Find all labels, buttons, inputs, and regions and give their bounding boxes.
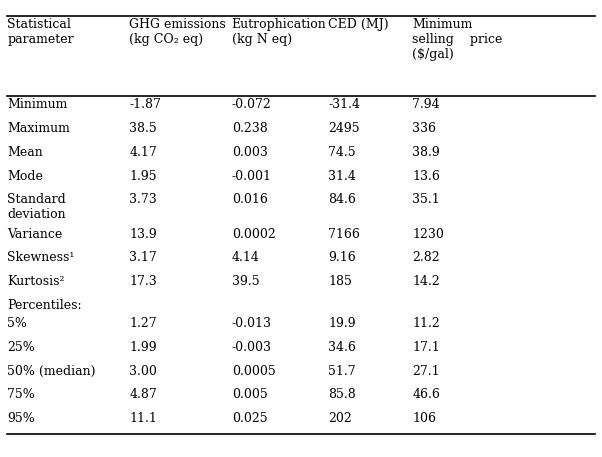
Text: 35.1: 35.1 xyxy=(412,193,440,206)
Text: 3.73: 3.73 xyxy=(129,193,157,206)
Text: 0.025: 0.025 xyxy=(232,412,267,425)
Text: 4.17: 4.17 xyxy=(129,146,157,159)
Text: -0.013: -0.013 xyxy=(232,317,272,330)
Text: Skewness¹: Skewness¹ xyxy=(7,251,75,264)
Text: 0.003: 0.003 xyxy=(232,146,268,159)
Text: 336: 336 xyxy=(412,122,436,135)
Text: 74.5: 74.5 xyxy=(328,146,356,159)
Text: 1.27: 1.27 xyxy=(129,317,157,330)
Text: Minimum: Minimum xyxy=(7,98,67,111)
Text: -0.003: -0.003 xyxy=(232,341,272,354)
Text: 46.6: 46.6 xyxy=(412,388,440,401)
Text: Mean: Mean xyxy=(7,146,43,159)
Text: Statistical
parameter: Statistical parameter xyxy=(7,18,74,46)
Text: 11.1: 11.1 xyxy=(129,412,157,425)
Text: 0.016: 0.016 xyxy=(232,193,268,206)
Text: -31.4: -31.4 xyxy=(328,98,360,111)
Text: 13.9: 13.9 xyxy=(129,228,157,240)
Text: 2.82: 2.82 xyxy=(412,251,440,264)
Text: Kurtosis²: Kurtosis² xyxy=(7,275,65,288)
Text: 17.1: 17.1 xyxy=(412,341,440,354)
Text: 31.4: 31.4 xyxy=(328,170,356,182)
Text: 1.99: 1.99 xyxy=(129,341,157,354)
Text: 95%: 95% xyxy=(7,412,35,425)
Text: GHG emissions
(kg CO₂ eq): GHG emissions (kg CO₂ eq) xyxy=(129,18,226,46)
Text: 4.87: 4.87 xyxy=(129,388,157,401)
Text: 38.9: 38.9 xyxy=(412,146,440,159)
Text: 14.2: 14.2 xyxy=(412,275,440,288)
Text: 9.16: 9.16 xyxy=(328,251,356,264)
Text: 51.7: 51.7 xyxy=(328,365,356,377)
Text: 0.0002: 0.0002 xyxy=(232,228,276,240)
Text: 84.6: 84.6 xyxy=(328,193,356,206)
Text: 7.94: 7.94 xyxy=(412,98,440,111)
Text: 3.17: 3.17 xyxy=(129,251,157,264)
Text: 106: 106 xyxy=(412,412,436,425)
Text: 17.3: 17.3 xyxy=(129,275,157,288)
Text: 19.9: 19.9 xyxy=(328,317,356,330)
Text: Percentiles:: Percentiles: xyxy=(7,299,82,312)
Text: 1230: 1230 xyxy=(412,228,444,240)
Text: 202: 202 xyxy=(328,412,352,425)
Text: 5%: 5% xyxy=(7,317,27,330)
Text: 75%: 75% xyxy=(7,388,35,401)
Text: 185: 185 xyxy=(328,275,352,288)
Text: Eutrophication
(kg N eq): Eutrophication (kg N eq) xyxy=(232,18,326,46)
Text: 39.5: 39.5 xyxy=(232,275,259,288)
Text: Standard
deviation: Standard deviation xyxy=(7,193,66,221)
Text: CED (MJ): CED (MJ) xyxy=(328,18,389,31)
Text: 0.005: 0.005 xyxy=(232,388,267,401)
Text: 38.5: 38.5 xyxy=(129,122,157,135)
Text: 13.6: 13.6 xyxy=(412,170,440,182)
Text: -0.001: -0.001 xyxy=(232,170,272,182)
Text: 3.00: 3.00 xyxy=(129,365,157,377)
Text: 11.2: 11.2 xyxy=(412,317,440,330)
Text: 4.14: 4.14 xyxy=(232,251,259,264)
Text: Maximum: Maximum xyxy=(7,122,70,135)
Text: 0.0005: 0.0005 xyxy=(232,365,276,377)
Text: 7166: 7166 xyxy=(328,228,360,240)
Text: 2495: 2495 xyxy=(328,122,360,135)
Text: 85.8: 85.8 xyxy=(328,388,356,401)
Text: -0.072: -0.072 xyxy=(232,98,272,111)
Text: 27.1: 27.1 xyxy=(412,365,440,377)
Text: 50% (median): 50% (median) xyxy=(7,365,96,377)
Text: 1.95: 1.95 xyxy=(129,170,157,182)
Text: 0.238: 0.238 xyxy=(232,122,267,135)
Text: 34.6: 34.6 xyxy=(328,341,356,354)
Text: Minimum
selling    price
($/gal): Minimum selling price ($/gal) xyxy=(412,18,503,61)
Text: Variance: Variance xyxy=(7,228,63,240)
Text: -1.87: -1.87 xyxy=(129,98,161,111)
Text: 25%: 25% xyxy=(7,341,35,354)
Text: Mode: Mode xyxy=(7,170,43,182)
